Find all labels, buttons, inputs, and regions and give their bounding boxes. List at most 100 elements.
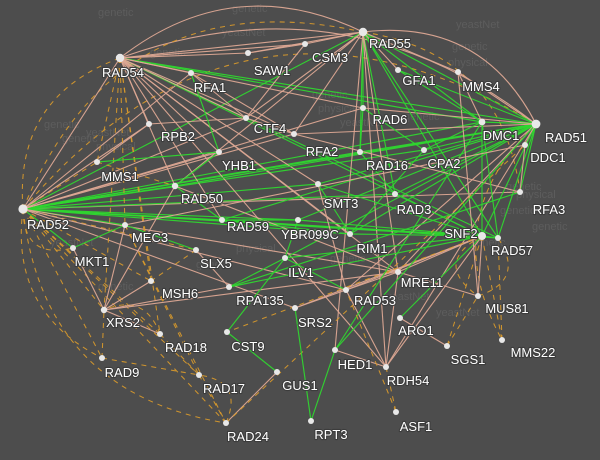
- edge-genetic: [22, 208, 152, 282]
- edge-physical: [124, 144, 526, 226]
- edge-coexp: [423, 123, 537, 151]
- graph-node[interactable]: [146, 121, 152, 127]
- graph-node[interactable]: [302, 41, 308, 47]
- node-label: MSH6: [162, 286, 198, 301]
- graph-node[interactable]: [522, 142, 528, 148]
- graph-node[interactable]: [94, 159, 100, 165]
- graph-node[interactable]: [495, 235, 501, 241]
- node-label: RFA1: [194, 80, 227, 95]
- graph-node[interactable]: [421, 147, 427, 153]
- graph-node[interactable]: [122, 222, 128, 228]
- edge-coexp: [317, 183, 351, 235]
- arc-edge-genetic: [22, 21, 364, 210]
- graph-node[interactable]: [517, 189, 523, 195]
- edge-coexp: [221, 123, 537, 221]
- edge-genetic: [22, 208, 105, 311]
- edge-coexp: [228, 191, 521, 288]
- graph-node[interactable]: [274, 369, 280, 375]
- node-label: ILV1: [288, 265, 314, 280]
- graph-node[interactable]: [455, 69, 461, 75]
- node-layer[interactable]: [18, 27, 541, 426]
- graph-node[interactable]: [171, 182, 179, 190]
- arc-edge-genetic: [198, 374, 232, 424]
- graph-node[interactable]: [295, 217, 301, 223]
- graph-node[interactable]: [100, 306, 108, 314]
- graph-node[interactable]: [308, 418, 314, 424]
- edge-physical: [22, 208, 347, 291]
- graph-node[interactable]: [99, 355, 105, 361]
- graph-node[interactable]: [292, 305, 298, 311]
- graph-node[interactable]: [188, 70, 194, 76]
- graph-node[interactable]: [360, 105, 366, 111]
- graph-node[interactable]: [193, 247, 199, 253]
- edge-physical: [457, 71, 483, 123]
- node-label: RAD55: [369, 36, 411, 51]
- edge-physical: [72, 247, 105, 311]
- graph-node[interactable]: [70, 245, 76, 251]
- graph-node[interactable]: [332, 347, 338, 353]
- graph-node[interactable]: [226, 284, 232, 290]
- graph-node[interactable]: [383, 364, 389, 370]
- edge-coexp: [362, 31, 537, 125]
- edge-coexp: [497, 123, 537, 239]
- node-label: SMT3: [324, 196, 359, 211]
- graph-node[interactable]: [115, 53, 125, 63]
- edge-genetic: [345, 289, 397, 413]
- node-label: MMS22: [511, 345, 556, 360]
- node-label: RAD9: [105, 365, 140, 380]
- graph-node[interactable]: [216, 149, 222, 155]
- node-label: RPB2: [161, 129, 195, 144]
- graph-node[interactable]: [315, 181, 321, 187]
- graph-node[interactable]: [531, 119, 541, 129]
- graph-node[interactable]: [157, 331, 163, 337]
- edge-physical: [22, 57, 121, 210]
- graph-node[interactable]: [245, 50, 251, 56]
- node-label: DMC1: [483, 128, 520, 143]
- node-label: SAW1: [254, 63, 290, 78]
- edge-physical: [119, 57, 295, 135]
- graph-node[interactable]: [357, 149, 363, 155]
- edge-coexp: [22, 31, 364, 210]
- graph-node[interactable]: [148, 278, 154, 284]
- arc-edge-genetic: [103, 304, 161, 335]
- graph-node[interactable]: [223, 420, 229, 426]
- edge-genetic: [119, 57, 152, 282]
- edge-physical: [385, 235, 483, 368]
- graph-node[interactable]: [282, 255, 288, 261]
- graph-node[interactable]: [291, 131, 297, 137]
- node-label: RPA135: [236, 293, 283, 308]
- watermark-text: physical: [516, 189, 556, 201]
- graph-node[interactable]: [397, 315, 403, 321]
- graph-node[interactable]: [18, 204, 28, 214]
- edge-coexp: [317, 183, 483, 237]
- graph-node[interactable]: [347, 231, 353, 237]
- edge-coexp: [284, 219, 299, 259]
- graph-node[interactable]: [478, 118, 486, 126]
- watermark-text: genetic: [500, 205, 536, 217]
- graph-node[interactable]: [392, 191, 398, 197]
- graph-node[interactable]: [478, 232, 486, 240]
- edge-coexp: [362, 31, 396, 195]
- edge-physical: [103, 185, 176, 311]
- graph-node[interactable]: [395, 67, 401, 73]
- edge-physical: [22, 72, 192, 210]
- graph-node[interactable]: [444, 343, 450, 349]
- graph-node[interactable]: [196, 372, 202, 378]
- graph-node[interactable]: [219, 217, 225, 223]
- arc-edge-physical: [119, 28, 537, 125]
- node-label: RFA3: [533, 202, 566, 217]
- graph-node[interactable]: [395, 269, 401, 275]
- graph-node[interactable]: [475, 293, 481, 299]
- graph-node[interactable]: [343, 287, 349, 293]
- graph-node[interactable]: [393, 409, 399, 415]
- watermark-text: physical: [318, 103, 358, 115]
- graph-node[interactable]: [499, 337, 505, 343]
- edge-coexp: [284, 235, 483, 259]
- graph-node[interactable]: [358, 27, 368, 37]
- edge-genetic: [22, 208, 103, 359]
- graph-node[interactable]: [224, 329, 230, 335]
- graph-node[interactable]: [243, 115, 249, 121]
- edge-coexp: [349, 233, 483, 237]
